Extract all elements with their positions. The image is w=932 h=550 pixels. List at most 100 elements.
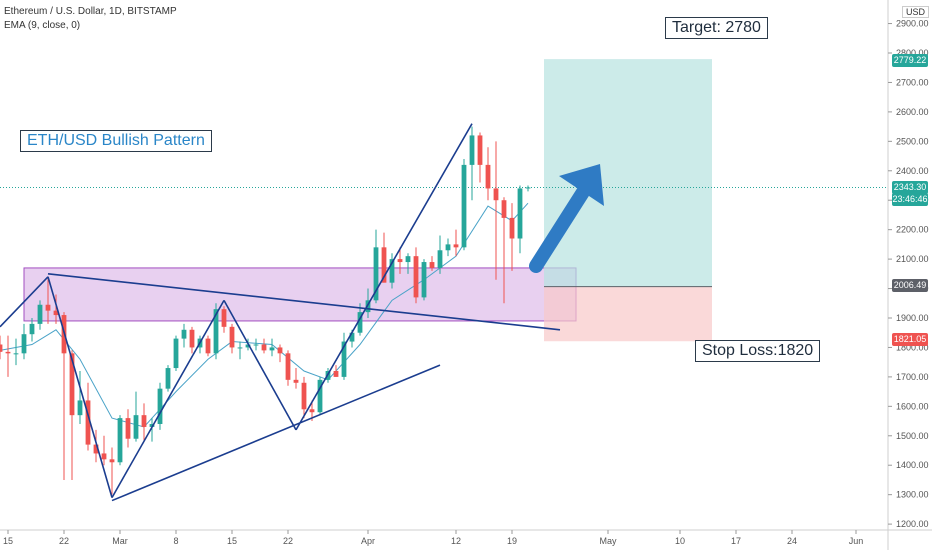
y-tick-label: 1900.00 bbox=[896, 313, 929, 323]
x-tick-label: Apr bbox=[361, 536, 375, 546]
candle-body bbox=[37, 304, 43, 324]
candle-body bbox=[173, 338, 179, 369]
target-label: Target: 2780 bbox=[665, 17, 768, 39]
y-tick-label: 2800.00 bbox=[896, 48, 929, 58]
candle-body bbox=[309, 409, 315, 413]
pattern-label: ETH/USD Bullish Pattern bbox=[20, 130, 212, 152]
x-tick-label: 24 bbox=[787, 536, 797, 546]
y-tick-label: 1400.00 bbox=[896, 460, 929, 470]
candle-body bbox=[29, 323, 35, 335]
y-tick-label: 1200.00 bbox=[896, 519, 929, 529]
indicator-label: EMA (9, close, 0) bbox=[4, 20, 81, 31]
candle-body bbox=[269, 347, 275, 351]
candle-body bbox=[125, 418, 131, 439]
candle-body bbox=[285, 353, 291, 380]
entry-price-tag: 2006.49 bbox=[892, 279, 928, 292]
candle-body bbox=[301, 382, 307, 410]
candle-body bbox=[397, 259, 403, 263]
candle-body bbox=[317, 379, 323, 413]
candle-body bbox=[453, 244, 459, 248]
y-tick-label: 2200.00 bbox=[896, 225, 929, 235]
w-2 bbox=[111, 299, 225, 499]
y-tick-label: 2500.00 bbox=[896, 136, 929, 146]
candle-body bbox=[101, 453, 107, 460]
w-4 bbox=[295, 123, 473, 431]
candle-body bbox=[221, 309, 227, 327]
candle-body bbox=[45, 304, 51, 311]
rise-line-1 bbox=[0, 276, 49, 328]
x-tick-label: 15 bbox=[3, 536, 13, 546]
candle-body bbox=[253, 344, 259, 346]
candle-body bbox=[157, 388, 163, 424]
candle-body bbox=[21, 334, 27, 354]
x-tick-label: May bbox=[599, 536, 617, 546]
w-1 bbox=[47, 276, 113, 498]
stop-label: Stop Loss:1820 bbox=[695, 340, 821, 362]
candle-body bbox=[509, 217, 515, 239]
candle-body bbox=[517, 188, 523, 239]
currency-label: USD bbox=[902, 6, 930, 18]
candle-body bbox=[85, 400, 91, 445]
x-tick-label: 17 bbox=[731, 536, 741, 546]
candle-body bbox=[381, 247, 387, 283]
candle-body bbox=[133, 415, 139, 439]
lower-trendline bbox=[111, 364, 441, 502]
countdown-tag: 23:46:46 bbox=[892, 193, 928, 206]
y-tick-label: 1300.00 bbox=[896, 490, 929, 500]
upper-trendline bbox=[47, 273, 561, 331]
candle-body bbox=[189, 329, 195, 348]
x-tick-label: 12 bbox=[451, 536, 461, 546]
candle-body bbox=[525, 187, 531, 189]
y-tick-label: 2600.00 bbox=[896, 107, 929, 117]
candle-body bbox=[501, 200, 507, 218]
resistance-zone bbox=[23, 267, 577, 322]
candle-body bbox=[277, 347, 283, 354]
x-tick-label: 8 bbox=[173, 536, 178, 546]
current-price-tag: 2343.30 bbox=[892, 181, 928, 194]
y-tick-label: 2100.00 bbox=[896, 254, 929, 264]
candle-body bbox=[405, 256, 411, 263]
candle-body bbox=[477, 135, 483, 165]
candle-body bbox=[229, 326, 235, 348]
candle-body bbox=[373, 247, 379, 301]
candle-body bbox=[341, 341, 347, 377]
w-3 bbox=[223, 299, 297, 431]
candle-body bbox=[109, 459, 115, 463]
x-tick-label: 10 bbox=[675, 536, 685, 546]
symbol-title: Ethereum / U.S. Dollar, 1D, BITSTAMP bbox=[4, 6, 177, 17]
candle-body bbox=[77, 400, 83, 416]
candle-body bbox=[245, 344, 251, 348]
bullish-arrow-shaft bbox=[529, 182, 592, 273]
candle-body bbox=[445, 244, 451, 251]
candle-body bbox=[93, 444, 99, 454]
y-tick-label: 2900.00 bbox=[896, 19, 929, 29]
candle-body bbox=[53, 310, 59, 316]
bullish-arrow-head bbox=[559, 164, 604, 206]
x-tick-label: 19 bbox=[507, 536, 517, 546]
x-tick-label: 22 bbox=[59, 536, 69, 546]
candle-body bbox=[485, 164, 491, 189]
y-tick-label: 1800.00 bbox=[896, 342, 929, 352]
y-tick-label: 1500.00 bbox=[896, 431, 929, 441]
candle-body bbox=[69, 353, 75, 416]
candle-body bbox=[213, 309, 219, 354]
stop-zone bbox=[544, 286, 712, 342]
y-tick-label: 2400.00 bbox=[896, 166, 929, 176]
x-tick-label: Jun bbox=[849, 536, 864, 546]
candle-body bbox=[357, 312, 363, 333]
target-price-tag: 2779.22 bbox=[892, 54, 928, 67]
candle-body bbox=[237, 347, 243, 349]
candle-body bbox=[149, 424, 155, 427]
x-tick-label: 15 bbox=[227, 536, 237, 546]
stop-price-tag: 1821.05 bbox=[892, 333, 928, 346]
x-tick-label: 22 bbox=[283, 536, 293, 546]
candle-body bbox=[469, 135, 475, 165]
candle-body bbox=[141, 415, 147, 427]
candle-body bbox=[421, 262, 427, 298]
candle-body bbox=[293, 379, 299, 383]
candle-body bbox=[437, 250, 443, 268]
candle-body bbox=[365, 300, 371, 313]
candle-body bbox=[13, 353, 19, 355]
candle-body bbox=[5, 351, 11, 354]
